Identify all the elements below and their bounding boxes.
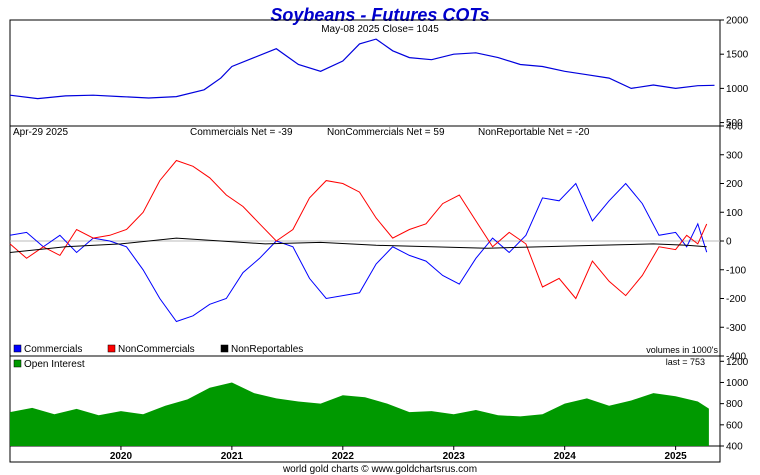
open_interest-ytick-label: 800 [726, 399, 743, 410]
price-ytick-label: 1000 [726, 84, 749, 95]
legend-open-interest: Open Interest [24, 359, 85, 370]
legend-swatch-noncommercials [107, 344, 116, 353]
open_interest-ytick-label: 400 [726, 442, 743, 453]
year-label: 2022 [332, 451, 355, 462]
price-line [9, 38, 715, 100]
cot-ytick-label: 300 [726, 150, 743, 161]
noncommercials-line [9, 159, 708, 300]
open_interest-ytick-label: 1200 [726, 357, 749, 368]
legend-commercials: Commercials [24, 344, 82, 355]
price-ytick-label: 1500 [726, 50, 749, 61]
legend-nonreportables: NonReportables [231, 344, 303, 355]
cot-ytick-label: -400 [726, 352, 746, 363]
commercials-net-readout: Commercials Net = -39 [190, 127, 293, 138]
chart-marks: 2000150010005004003002001000-100-200-300… [9, 16, 749, 462]
nonreportable-net-readout: NonReportable Net = -20 [478, 127, 590, 138]
chart-title: Soybeans - Futures COTs [270, 5, 489, 25]
year-label: 2020 [110, 451, 133, 462]
cot-ytick-label: 400 [726, 122, 743, 133]
cot-ytick-label: -100 [726, 265, 746, 276]
noncommercials-net-readout: NonCommercials Net = 59 [327, 127, 445, 138]
price-header: May-08 2025 Close= 1045 [321, 24, 439, 35]
commercials-line [9, 182, 708, 323]
footer-credit: world gold charts © www.goldchartsrus.co… [282, 464, 477, 475]
year-label: 2025 [665, 451, 688, 462]
cot-date: Apr-29 2025 [13, 127, 68, 138]
open-interest-area [10, 382, 709, 446]
open-interest-last: last = 753 [666, 357, 705, 367]
year-label: 2024 [554, 451, 577, 462]
cot-ytick-label: 200 [726, 179, 743, 190]
legend-noncommercials: NonCommercials [118, 344, 195, 355]
legend-swatch-commercials [13, 344, 22, 353]
nonreportables-line [9, 237, 707, 253]
cot-ytick-label: 100 [726, 208, 743, 219]
year-label: 2023 [443, 451, 466, 462]
legend-swatch-open-interest [13, 359, 22, 368]
open_interest-ytick-label: 600 [726, 420, 743, 431]
price-ytick-label: 2000 [726, 16, 749, 27]
legend-swatch-nonreportables [220, 344, 229, 353]
price-ytick-label: 500 [726, 118, 743, 129]
volumes-note: volumes in 1000's [646, 345, 718, 355]
cot-ytick-label: 0 [726, 237, 732, 248]
year-label: 2021 [221, 451, 244, 462]
cot-ytick-label: -200 [726, 294, 746, 305]
open_interest-ytick-label: 1000 [726, 378, 749, 389]
cot-ytick-label: -300 [726, 323, 746, 334]
